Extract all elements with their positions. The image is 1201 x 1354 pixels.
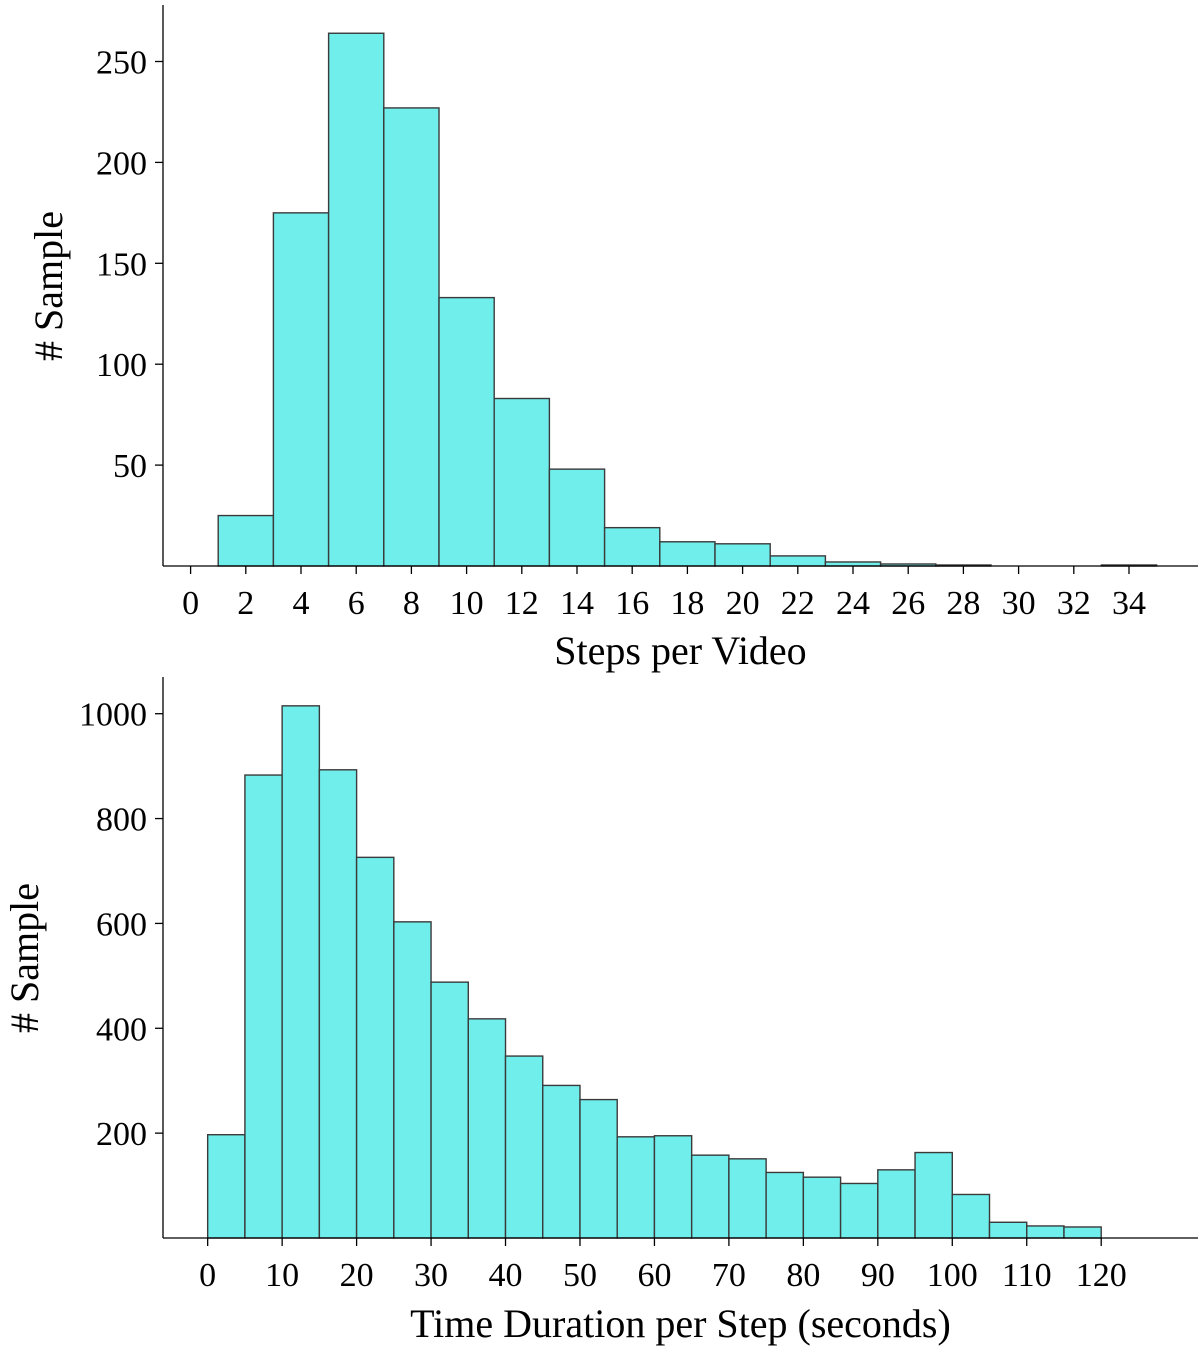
histogram-bar	[951, 1193, 991, 1239]
x-tick-label: 60	[637, 1257, 671, 1294]
x-tick-label: 12	[505, 585, 539, 622]
x-tick-label: 26	[891, 585, 925, 622]
x-tick-label: 22	[781, 585, 815, 622]
histogram-bar	[355, 856, 395, 1239]
y-tick-label: 1000	[79, 697, 147, 734]
x-tick-label: 90	[861, 1257, 895, 1294]
histogram-bar	[548, 468, 606, 567]
x-tick-label: 30	[414, 1257, 448, 1294]
y-tick-label: 100	[96, 347, 147, 384]
chart-time-duration-per-step: 0 10 20 30 40 50 60 70 80 90 100 110 120 200 400 600 800…	[2, 677, 1198, 1346]
y-tick-label: 200	[96, 1116, 147, 1153]
x-tick-label: 2	[237, 585, 254, 622]
x-tick-label: 34	[1112, 585, 1146, 622]
x-tick-label: 32	[1057, 585, 1091, 622]
histogram-bar	[839, 1182, 879, 1239]
histogram-bar	[504, 1055, 544, 1239]
x-tick-label: 110	[1002, 1257, 1052, 1294]
x-tick-label: 18	[670, 585, 704, 622]
y-tick-label: 600	[96, 906, 147, 943]
x-tick-label: 50	[563, 1257, 597, 1294]
histogram-bar	[728, 1158, 767, 1239]
x-tick-label: 20	[340, 1257, 374, 1294]
x-axis-title: Steps per Video	[554, 628, 806, 673]
y-tick-label: 50	[113, 448, 147, 485]
x-tick-label: 20	[726, 585, 760, 622]
y-tick-label: 200	[96, 145, 147, 182]
x-tick-label: 16	[615, 585, 649, 622]
histogram-bar	[430, 981, 469, 1239]
x-tick-label: 28	[946, 585, 980, 622]
x-tick-label: 120	[1076, 1257, 1127, 1294]
histogram-bar	[1026, 1225, 1065, 1239]
x-tick-label: 4	[293, 585, 310, 622]
histogram-bar	[244, 774, 283, 1239]
histogram-bar	[616, 1136, 656, 1239]
x-tick-label: 80	[786, 1257, 820, 1294]
x-tick-label: 10	[450, 585, 484, 622]
y-tick-label: 800	[96, 802, 147, 839]
y-axis-title: # Sample	[26, 211, 71, 361]
x-tick-label: 0	[182, 585, 199, 622]
histogram-bar	[988, 1221, 1028, 1239]
x-tick-label: 6	[348, 585, 365, 622]
y-tick-label: 150	[96, 246, 147, 283]
x-tick-label: 100	[927, 1257, 978, 1294]
x-tick-label: 10	[265, 1257, 299, 1294]
histogram-bar	[579, 1098, 618, 1239]
histogram-bar	[327, 32, 385, 567]
histogram-bar	[714, 543, 771, 567]
histogram-bar	[659, 541, 716, 567]
x-tick-label: 8	[403, 585, 420, 622]
histogram-bar	[877, 1169, 916, 1239]
histogram-bar	[206, 1134, 246, 1239]
histogram-bar	[542, 1084, 581, 1239]
histogram-bar	[802, 1176, 842, 1239]
y-axis-title: # Sample	[2, 883, 47, 1033]
histogram-bar	[393, 921, 432, 1239]
x-tick-label: 70	[712, 1257, 746, 1294]
histogram-bar	[690, 1154, 730, 1239]
histogram-bar	[467, 1018, 507, 1239]
histogram-bar	[914, 1151, 953, 1239]
histogram-bar	[493, 397, 551, 567]
y-tick-label: 400	[96, 1011, 147, 1048]
chart-steps-per-video: 0 2 4 6 8 10 12 14 16 18 20 22 24 26 28 30 32 34501001502…	[26, 5, 1198, 673]
y-tick-label: 250	[96, 45, 147, 82]
x-tick-label: 24	[836, 585, 870, 622]
histogram-bar	[217, 514, 275, 567]
histogram-bar	[438, 296, 495, 567]
x-axis-title: Time Duration per Step (seconds)	[410, 1301, 951, 1346]
histogram-bar	[272, 212, 330, 567]
histogram-bar	[318, 769, 358, 1239]
histogram-bar	[1063, 1226, 1102, 1239]
x-tick-label: 30	[1002, 585, 1036, 622]
x-tick-label: 40	[489, 1257, 523, 1294]
histogram-bar	[281, 705, 321, 1239]
histogram-bar	[769, 555, 827, 567]
x-tick-label: 14	[560, 585, 594, 622]
x-tick-label: 0	[199, 1257, 216, 1294]
histogram-bar	[653, 1135, 693, 1239]
histogram-bar	[603, 526, 661, 567]
histogram-bar	[383, 107, 440, 567]
histogram-bar	[765, 1171, 805, 1239]
